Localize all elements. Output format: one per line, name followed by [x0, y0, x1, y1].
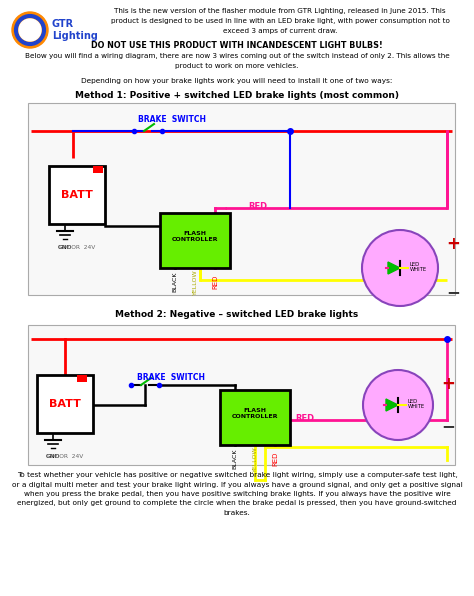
Text: exceed 3 amps of current draw.: exceed 3 amps of current draw.: [223, 28, 337, 34]
Text: Lighting: Lighting: [52, 31, 98, 41]
Bar: [77, 375, 87, 382]
Text: RED: RED: [212, 275, 218, 289]
Circle shape: [363, 370, 433, 440]
Text: This is the new version of the flasher module from GTR Lighting, released in Jun: This is the new version of the flasher m…: [114, 8, 446, 14]
Text: DO NOT USE THIS PRODUCT WITH INCANDESCENT LIGHT BULBS!: DO NOT USE THIS PRODUCT WITH INCANDESCEN…: [91, 41, 383, 50]
Text: RED: RED: [272, 452, 278, 466]
Text: GND: GND: [58, 245, 72, 250]
Text: +: +: [441, 375, 455, 393]
Text: RED: RED: [248, 202, 267, 211]
Text: BLACK: BLACK: [233, 449, 237, 469]
Bar: [49, 166, 105, 224]
Text: FLASH
CONTROLLER: FLASH CONTROLLER: [172, 231, 218, 242]
Circle shape: [19, 19, 41, 41]
Text: −: −: [441, 417, 455, 435]
Text: BATT: BATT: [49, 399, 81, 409]
Text: −: −: [446, 283, 460, 301]
Bar: [28, 103, 455, 295]
Bar: [93, 166, 103, 173]
Text: product is designed to be used in line with an LED brake light, with power consu: product is designed to be used in line w…: [110, 18, 449, 24]
Text: GND: GND: [46, 454, 60, 459]
Bar: [160, 213, 230, 268]
Polygon shape: [386, 399, 398, 411]
Bar: [220, 390, 290, 445]
Text: To test whether your vehicle has positive or negative switched brake light wirin: To test whether your vehicle has positiv…: [12, 472, 462, 516]
Text: Method 1: Positive + switched LED brake lights (most common): Method 1: Positive + switched LED brake …: [75, 91, 399, 100]
Text: BRAKE  SWITCH: BRAKE SWITCH: [138, 115, 206, 124]
Text: GTR: GTR: [52, 19, 74, 29]
Bar: [28, 325, 455, 465]
Circle shape: [12, 12, 48, 48]
Circle shape: [362, 230, 438, 306]
Text: 12V OR  24V: 12V OR 24V: [46, 454, 83, 459]
Text: RED: RED: [295, 414, 314, 423]
Text: +: +: [446, 235, 460, 253]
Text: Below you will find a wiring diagram, there are now 3 wires coming out of the sw: Below you will find a wiring diagram, th…: [25, 53, 449, 59]
Text: 12V OR  24V: 12V OR 24V: [58, 245, 96, 250]
Text: BRAKE  SWITCH: BRAKE SWITCH: [137, 373, 205, 382]
Text: BLACK: BLACK: [173, 272, 177, 292]
Polygon shape: [388, 262, 400, 274]
Text: LED
WHITE: LED WHITE: [408, 399, 425, 409]
Text: Depending on how your brake lights work you will need to install it one of two w: Depending on how your brake lights work …: [82, 78, 392, 84]
Text: product to work on more vehicles.: product to work on more vehicles.: [175, 63, 299, 69]
Text: YELLOW: YELLOW: [253, 446, 257, 472]
Text: LED
WHITE: LED WHITE: [410, 262, 427, 272]
Text: FLASH
CONTROLLER: FLASH CONTROLLER: [232, 408, 278, 419]
Text: YELLOW: YELLOW: [192, 269, 198, 295]
Text: BATT: BATT: [61, 190, 93, 200]
Bar: [37, 375, 93, 433]
Text: Method 2: Negative – switched LED brake lights: Method 2: Negative – switched LED brake …: [115, 310, 359, 319]
